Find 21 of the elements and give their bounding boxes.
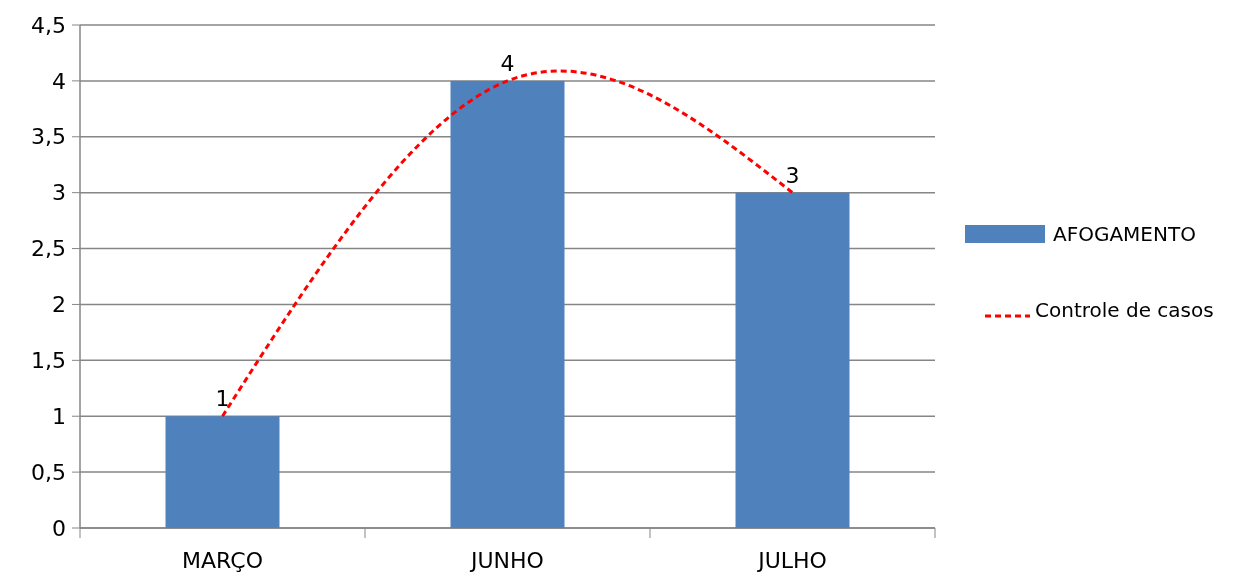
x-tick-label: JULHO (756, 548, 827, 573)
legend-label: AFOGAMENTO (1053, 222, 1196, 246)
y-tick-label: 0 (52, 515, 66, 541)
data-label: 4 (500, 50, 515, 76)
y-tick-label: 1,5 (31, 348, 66, 374)
y-tick-label: 0,5 (31, 459, 66, 485)
data-label: 3 (785, 162, 800, 188)
y-tick-label: 2,5 (31, 236, 66, 262)
legend-label: Controle de casos (1035, 298, 1214, 322)
y-tick-label: 3,5 (31, 124, 66, 150)
bar (450, 80, 565, 528)
y-tick-label: 3 (52, 180, 66, 206)
x-tick-label: JUNHO (469, 548, 544, 573)
x-tick-label: MARÇO (182, 548, 263, 573)
y-tick-label: 4,5 (31, 12, 66, 38)
data-label: 1 (215, 386, 230, 412)
y-tick-label: 2 (52, 292, 66, 318)
bar (165, 416, 280, 528)
y-tick-label: 4 (52, 68, 66, 94)
y-tick-label: 1 (52, 403, 66, 429)
bar (735, 192, 850, 528)
